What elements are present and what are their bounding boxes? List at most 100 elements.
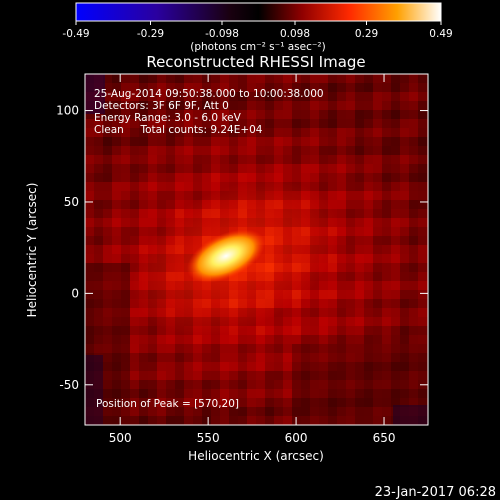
heatmap-cell (175, 389, 185, 399)
heatmap-cell (400, 236, 410, 246)
heatmap-cell (184, 362, 194, 372)
x-tick-label: 600 (285, 431, 308, 445)
heatmap-cell (400, 110, 410, 120)
heatmap-cell (121, 389, 131, 399)
heatmap-cell (391, 218, 401, 228)
heatmap-cell (256, 344, 266, 354)
heatmap-cell (328, 173, 338, 183)
heatmap-cell (292, 371, 302, 381)
heatmap-cell (139, 119, 149, 129)
heatmap-cell (382, 407, 392, 417)
heatmap-cell (382, 371, 392, 381)
heatmap-cell (148, 416, 158, 425)
heatmap-cell (130, 227, 140, 237)
peak-position-label: Position of Peak = [570,20] (96, 398, 239, 410)
heatmap-cell (382, 83, 392, 93)
heatmap-cell (202, 128, 212, 138)
heatmap-cell (400, 299, 410, 309)
heatmap-cell (400, 155, 410, 165)
heatmap-cell (319, 182, 329, 192)
heatmap-cell (373, 245, 383, 255)
heatmap-cell (310, 146, 320, 156)
heatmap-cell (229, 353, 239, 363)
heatmap-cell (166, 353, 176, 363)
heatmap-cell (364, 290, 374, 300)
heatmap-cell (319, 83, 329, 93)
heatmap-cell (247, 173, 257, 183)
heatmap-cell (292, 326, 302, 336)
heatmap-cell (409, 236, 419, 246)
heatmap-cell (373, 173, 383, 183)
heatmap-cell (337, 344, 347, 354)
heatmap-cell (247, 371, 257, 381)
heatmap-cell (94, 128, 104, 138)
heatmap-cell (382, 236, 392, 246)
heatmap-cell (148, 407, 158, 417)
heatmap-cell (238, 101, 248, 111)
heatmap-cell (157, 407, 167, 417)
heatmap-cell (139, 380, 149, 390)
heatmap-cell (418, 128, 428, 138)
heatmap-cell (202, 74, 212, 84)
heatmap-cell (400, 290, 410, 300)
heatmap-cell (229, 380, 239, 390)
heatmap-cell (346, 317, 356, 327)
heatmap-cell (139, 335, 149, 345)
heatmap-cell (382, 263, 392, 273)
heatmap-cell (337, 92, 347, 102)
heatmap-cell (346, 83, 356, 93)
heatmap-cell (202, 137, 212, 147)
heatmap-cell (229, 389, 239, 399)
heatmap-cell (256, 389, 266, 399)
heatmap-cell (94, 281, 104, 291)
heatmap-cell (409, 344, 419, 354)
heatmap-cell (211, 371, 221, 381)
chart-title: Reconstructed RHESSI Image (146, 53, 365, 71)
heatmap-cell (355, 191, 365, 201)
heatmap-cell (184, 155, 194, 165)
heatmap-cell (301, 308, 311, 318)
heatmap-cell (355, 371, 365, 381)
heatmap-cell (148, 92, 158, 102)
heatmap-cell (193, 74, 203, 84)
heatmap-cell (319, 398, 329, 408)
heatmap-cell (130, 146, 140, 156)
heatmap-cell (391, 371, 401, 381)
heatmap-cell (409, 263, 419, 273)
heatmap-cell (409, 128, 419, 138)
heatmap-cell (139, 110, 149, 120)
heatmap-cell (328, 398, 338, 408)
footer-timestamp: 23-Jan-2017 06:28 (375, 485, 496, 500)
heatmap-cell (193, 173, 203, 183)
heatmap-cell (238, 155, 248, 165)
heatmap-cell (112, 317, 122, 327)
heatmap-cell (130, 389, 140, 399)
heatmap-cell (418, 281, 428, 291)
heatmap-cell (265, 317, 275, 327)
heatmap-cell (229, 119, 239, 129)
heatmap-cell (148, 344, 158, 354)
heatmap-cell (157, 200, 167, 210)
heatmap-cell (112, 155, 122, 165)
heatmap-cell (292, 119, 302, 129)
heatmap-cell (337, 227, 347, 237)
heatmap-cell (256, 173, 266, 183)
heatmap-cell (166, 335, 176, 345)
heatmap-cell (139, 146, 149, 156)
heatmap-cell (319, 119, 329, 129)
heatmap-cell (157, 371, 167, 381)
heatmap-cell (130, 119, 140, 129)
heatmap-cell (247, 353, 257, 363)
heatmap-cell (112, 362, 122, 372)
heatmap-cell (265, 92, 275, 102)
heatmap-cell (319, 335, 329, 345)
heatmap-cell (283, 173, 293, 183)
heatmap-cell (328, 326, 338, 336)
heatmap-cell (202, 155, 212, 165)
heatmap-cell (202, 398, 212, 408)
heatmap-cell (157, 209, 167, 219)
heatmap-cell (274, 173, 284, 183)
heatmap-cell (418, 299, 428, 309)
heatmap-cell (121, 119, 131, 129)
heatmap-cell (391, 263, 401, 273)
